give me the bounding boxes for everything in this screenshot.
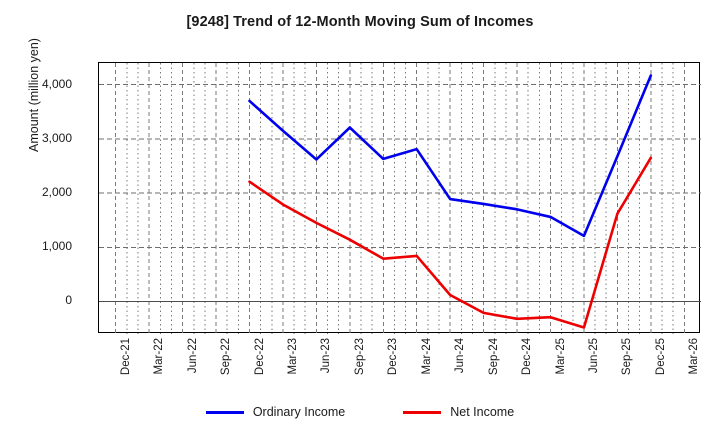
x-tick-label: Mar-23 xyxy=(286,338,299,375)
x-tick-label: Mar-24 xyxy=(420,338,433,375)
x-tick-label: Dec-21 xyxy=(119,338,132,376)
legend-swatch-icon xyxy=(205,410,244,414)
x-tick-label: Sep-24 xyxy=(487,338,500,376)
x-tick-label: Jun-22 xyxy=(186,338,199,374)
x-tick-label: Dec-23 xyxy=(387,338,400,376)
x-tick-label: Jun-25 xyxy=(587,338,600,374)
series-line-1 xyxy=(248,156,653,329)
plot-area xyxy=(98,62,701,334)
y-tick-label: 4,000 xyxy=(41,76,72,91)
y-tick-label: 2,000 xyxy=(41,185,72,200)
y-tick-label: 3,000 xyxy=(41,130,72,145)
y-axis-tick-labels: 0 1,000 2,000 3,000 4,000 xyxy=(0,0,98,440)
x-tick-label: Sep-22 xyxy=(220,338,233,376)
x-tick-label: Jun-24 xyxy=(454,338,467,374)
legend-swatch-icon xyxy=(403,410,442,414)
grid-lines xyxy=(99,63,701,334)
x-tick-label: Dec-24 xyxy=(521,338,534,376)
legend-item-ordinary-income[interactable]: Ordinary Income xyxy=(205,405,346,419)
x-tick-label: Sep-25 xyxy=(621,338,634,376)
x-tick-label: Mar-25 xyxy=(554,338,567,375)
x-tick-label: Mar-22 xyxy=(153,338,166,375)
x-tick-label: Mar-26 xyxy=(688,338,701,375)
legend-item-net-income[interactable]: Net Income xyxy=(403,405,514,419)
x-tick-label: Jun-23 xyxy=(320,338,333,374)
legend-label: Net Income xyxy=(450,405,515,419)
x-tick-label: Dec-25 xyxy=(654,338,667,376)
x-tick-label: Sep-23 xyxy=(353,338,366,376)
y-tick-label: 0 xyxy=(65,293,72,308)
chart-legend: Ordinary Income Net Income xyxy=(0,405,720,419)
legend-label: Ordinary Income xyxy=(252,405,346,419)
data-series-lines xyxy=(248,74,653,329)
x-tick-label: Dec-22 xyxy=(253,338,266,376)
y-tick-label: 1,000 xyxy=(41,239,72,254)
series-line-0 xyxy=(248,74,653,238)
chart-title: [9248] Trend of 12-Month Moving Sum of I… xyxy=(186,14,534,30)
